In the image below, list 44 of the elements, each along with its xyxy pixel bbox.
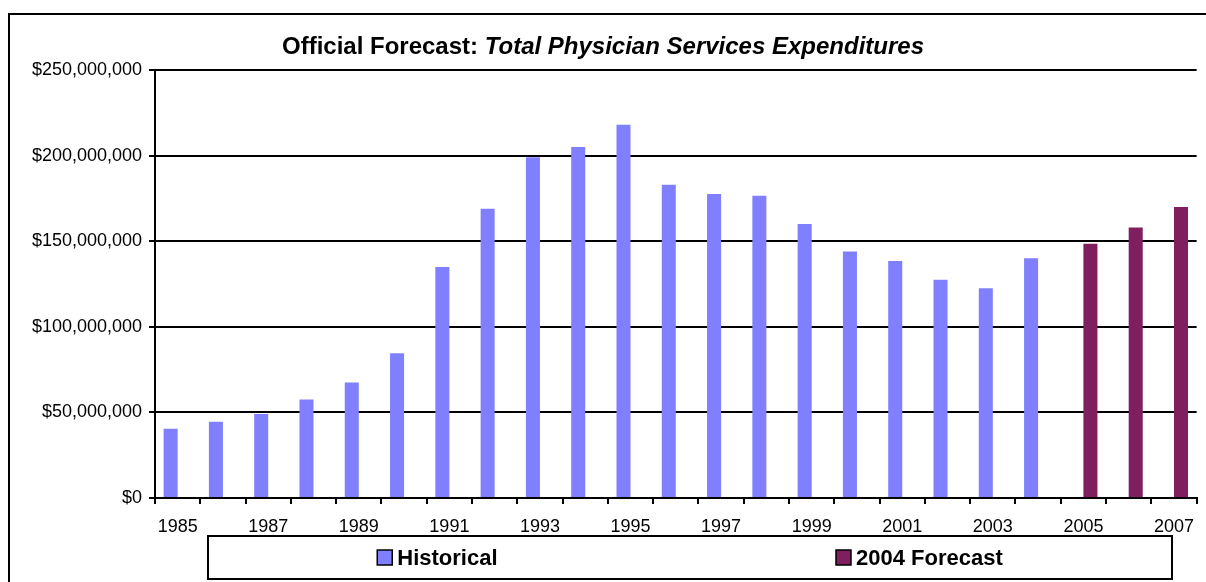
x-tick-label: 1985 — [157, 515, 198, 536]
bar — [163, 428, 178, 497]
bar — [752, 195, 767, 497]
x-tick-label: 2007 — [1153, 515, 1194, 536]
bar — [344, 382, 359, 497]
x-tick-label: 1999 — [791, 515, 832, 536]
bar — [707, 194, 722, 497]
y-tick-label: $200,000,000 — [31, 144, 142, 165]
legend-label: 2004 Forecast — [855, 544, 1004, 570]
bar — [525, 157, 540, 497]
x-tick-label: 2003 — [972, 515, 1013, 536]
x-tick-label: 2005 — [1063, 515, 1104, 536]
bar — [1083, 243, 1098, 497]
bar — [661, 184, 676, 497]
bar — [978, 288, 993, 497]
y-tick-label: $100,000,000 — [31, 315, 142, 336]
bar — [797, 224, 812, 497]
chart-title: Official Forecast: Total Physician Services Expenditures — [281, 32, 925, 59]
y-tick-label: $0 — [121, 486, 142, 507]
x-tick-label: 1991 — [429, 515, 470, 536]
bar — [390, 353, 405, 497]
x-tick-label: 1995 — [610, 515, 651, 536]
x-tick-label: 1989 — [338, 515, 379, 536]
bar — [208, 421, 223, 497]
y-tick-label: $50,000,000 — [41, 401, 142, 422]
bar — [1128, 227, 1143, 497]
x-tick-label: 1993 — [519, 515, 560, 536]
bar — [254, 414, 269, 497]
x-tick-label: 2001 — [882, 515, 923, 536]
legend-label: Historical — [397, 544, 498, 570]
bar — [888, 260, 903, 497]
y-tick-label: $150,000,000 — [31, 230, 142, 251]
bar — [616, 124, 631, 497]
x-tick-label: 1987 — [248, 515, 289, 536]
x-tick-label: 1997 — [701, 515, 742, 536]
bar — [299, 399, 314, 497]
bar — [933, 279, 948, 497]
bar — [1024, 258, 1039, 497]
y-tick-label: $250,000,000 — [31, 58, 142, 79]
bar — [435, 266, 450, 497]
bar — [842, 251, 857, 497]
bar — [1173, 206, 1189, 497]
bar — [571, 147, 586, 497]
bar — [480, 208, 495, 497]
